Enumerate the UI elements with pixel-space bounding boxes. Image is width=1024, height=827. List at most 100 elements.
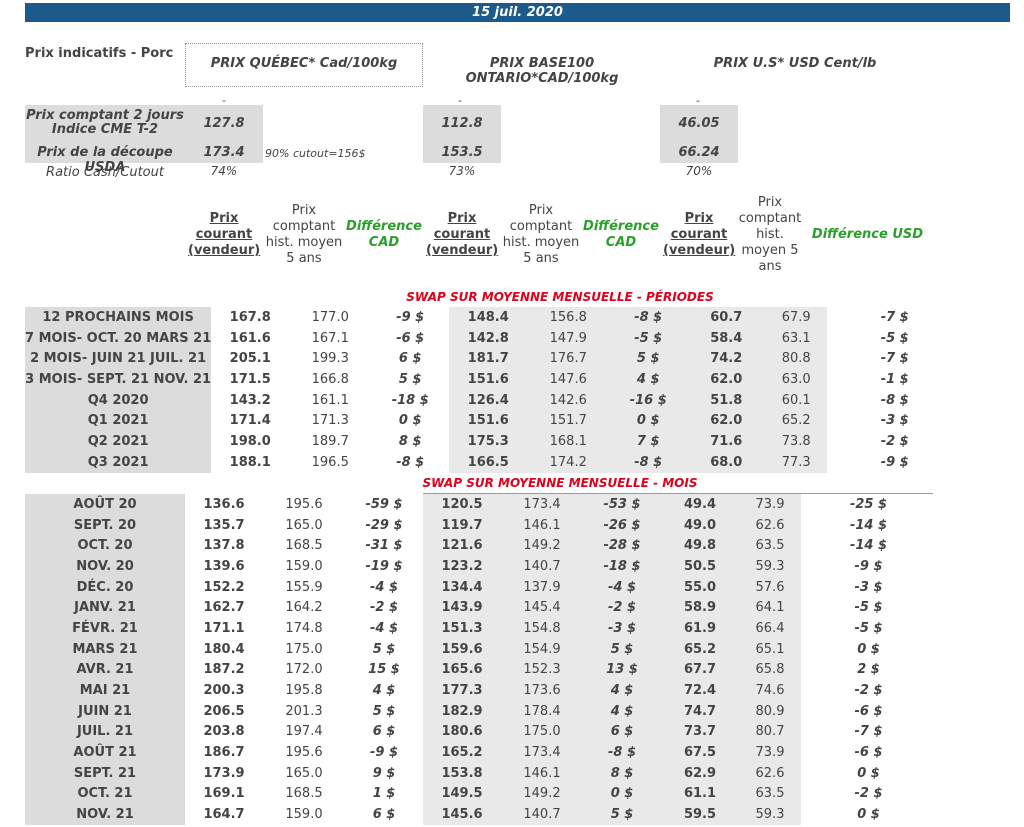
quebec-current: 136.6: [203, 496, 245, 512]
quebec-current: 171.1: [203, 620, 245, 636]
row-label: 3 MOIS- SEPT. 21 NOV. 21: [25, 369, 212, 390]
ontario-hist: 145.4: [501, 597, 583, 619]
us-diff: -8 $: [880, 392, 909, 408]
us-diff: -3 $: [880, 413, 909, 429]
ontario-current: 126.4: [449, 389, 528, 411]
row-label: AOÛT 21: [25, 742, 185, 763]
quebec-diff: 6 $: [372, 724, 396, 740]
quebec-diff: -9 $: [396, 309, 425, 325]
us-current: 49.0: [661, 514, 739, 536]
quebec-current: 137.8: [203, 538, 245, 554]
quebec-current: 171.4: [229, 413, 271, 429]
table-row: SEPT. 20 135.7 165.0 -29 $ 119.7 146.1 -26 $49…: [25, 514, 936, 536]
us-current: 49.4: [661, 494, 739, 515]
us-hist: 60.1: [765, 389, 828, 411]
quebec-hist-header: Prix comptant hist. moyen 5 ans: [265, 203, 343, 266]
ontario-hist: 140.7: [501, 556, 583, 577]
quebec-diff: 0 $: [398, 413, 422, 429]
us-column-title: PRIX U.S* USD Cent/lb: [713, 56, 877, 71]
quebec-diff: 1 $: [372, 786, 396, 802]
ontario-diff: -53 $: [583, 494, 661, 515]
ontario-current: 151.3: [423, 618, 501, 639]
quebec-hist: 168.5: [285, 786, 323, 802]
table-row: DÉC. 20 152.2 155.9 -4 $134.4 137.9 -4 $55.0 5…: [25, 576, 936, 598]
table-row: 7 MOIS- OCT. 20 MARS 21 161.6 167.1 -6 $ 142…: [25, 327, 962, 349]
ontario-current: 148.4: [449, 307, 528, 328]
table-row: MAI 21 200.3 195.8 4 $177.3 173.6 4 $72.4 74.6…: [25, 680, 936, 701]
quebec-current: 167.8: [229, 309, 271, 325]
quebec-hist: 175.0: [285, 641, 323, 657]
us-diff: -6 $: [854, 703, 883, 719]
us-diff-header: Différence USD: [811, 227, 924, 242]
quebec-hist: 159.0: [285, 807, 323, 823]
row-label: JUIN 21: [25, 700, 185, 722]
quebec-hist: 165.0: [285, 765, 323, 781]
row-label: AVR. 21: [25, 659, 185, 681]
row-label: DÉC. 20: [25, 576, 185, 598]
us-current: 62.0: [687, 410, 766, 432]
ontario-hist: 149.2: [501, 535, 583, 557]
quebec-hist: 195.6: [285, 745, 323, 761]
ontario-diff: 5 $: [609, 348, 688, 370]
us-hist: 59.3: [739, 804, 801, 825]
row-label: OCT. 20: [25, 535, 185, 557]
us-cash-value: 46.05: [678, 116, 720, 131]
quebec-current: 169.1: [203, 786, 245, 802]
ontario-hist: 140.7: [501, 804, 583, 825]
us-diff: 0 $: [857, 765, 880, 781]
ontario-hist: 173.6: [501, 680, 583, 701]
us-hist: 74.6: [739, 680, 801, 701]
us-diff: -5 $: [854, 620, 883, 636]
ontario-column-title: PRIX BASE100 ONTARIO*CAD/100kg: [465, 56, 619, 86]
periods-table: 12 PROCHAINS MOIS 167.8 177.0 -9 $ 148.4 156.…: [25, 307, 962, 473]
ontario-current: 151.6: [449, 410, 528, 432]
us-diff: 0 $: [857, 641, 880, 657]
quebec-current: 135.7: [203, 517, 245, 533]
ontario-current: 134.4: [423, 576, 501, 598]
us-current: 62.0: [687, 369, 766, 390]
quebec-hist: 168.5: [285, 538, 323, 554]
us-diff: -7 $: [880, 351, 909, 367]
ontario-hist: 178.4: [501, 700, 583, 722]
us-current-header: Prix courant (vendeur): [663, 211, 736, 258]
us-diff: -7 $: [880, 309, 909, 325]
quebec-diff: 15 $: [368, 662, 400, 678]
row-label: 7 MOIS- OCT. 20 MARS 21: [25, 327, 212, 349]
ontario-diff: 5 $: [583, 638, 661, 660]
us-current: 61.1: [661, 783, 739, 805]
quebec-header-box: [185, 43, 423, 87]
quebec-diff: 5 $: [372, 703, 396, 719]
quebec-hist: 174.8: [285, 620, 323, 636]
ontario-ratio: 73%: [448, 164, 476, 178]
us-hist: 77.3: [765, 451, 828, 473]
us-diff: -2 $: [854, 786, 883, 802]
ontario-diff: 5 $: [583, 804, 661, 825]
ontario-cutout-value: 153.5: [441, 145, 483, 160]
table-row: MARS 21 180.4 175.0 5 $159.6 154.9 5 $65.2 65.…: [25, 638, 936, 660]
ontario-cash-value: 112.8: [441, 116, 483, 131]
quebec-hist: 195.8: [285, 683, 323, 699]
quebec-current: 200.3: [203, 683, 245, 699]
ontario-diff: -8 $: [583, 742, 661, 763]
us-current: 74.2: [687, 348, 766, 370]
quebec-current-header: Prix courant (vendeur): [188, 211, 261, 258]
quebec-current: 161.6: [229, 330, 271, 346]
quebec-hist: 159.0: [285, 558, 323, 574]
quebec-hist: 167.1: [311, 330, 349, 346]
ontario-current: 143.9: [423, 597, 501, 619]
us-hist: 73.9: [739, 742, 801, 763]
us-current: 58.4: [687, 327, 766, 349]
row-label: MAI 21: [25, 680, 185, 701]
table-row: NOV. 21 164.7 159.0 6 $ 145.6 140.7 5 $59.5 59.…: [25, 804, 936, 825]
row-label: FÉVR. 21: [25, 618, 185, 639]
us-current: 51.8: [687, 389, 766, 411]
quebec-hist: 172.0: [285, 662, 323, 678]
quebec-diff-header: Différence CAD: [346, 219, 422, 250]
ontario-current: 182.9: [423, 700, 501, 722]
ontario-diff: -28 $: [583, 535, 661, 557]
table-row: AVR. 21 187.2 172.0 15 $ 165.6 152.3 13 $67.7 6…: [25, 659, 936, 681]
quebec-diff: -4 $: [369, 620, 398, 636]
quebec-current: 180.4: [203, 641, 245, 657]
quebec-current: 171.5: [229, 371, 271, 387]
us-current: 65.2: [661, 638, 739, 660]
